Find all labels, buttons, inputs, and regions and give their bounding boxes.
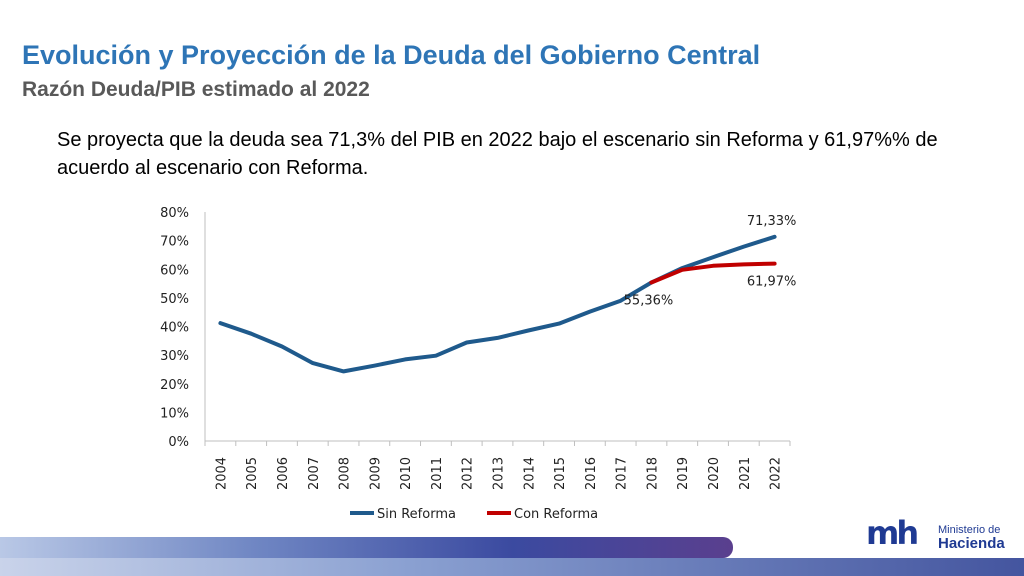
ministerio-hacienda-logo: mh Ministerio de Hacienda: [866, 512, 1006, 554]
x-tick-label: 2012: [461, 457, 476, 490]
series-line-con-reforma: [649, 261, 777, 285]
x-tick-label: 2004: [214, 457, 229, 490]
x-tick-label: 2014: [522, 457, 537, 490]
x-tick-label: 2006: [276, 457, 291, 490]
x-tick-label: 2008: [338, 457, 353, 490]
x-tick-label: 2009: [368, 457, 383, 490]
logo-text-line2: Hacienda: [938, 535, 1005, 552]
y-tick-label: 50%: [160, 292, 189, 307]
logo-text-line1: Ministerio de: [938, 524, 1001, 536]
x-tick-label: 2007: [307, 457, 322, 490]
x-tick-label: 2011: [430, 457, 445, 490]
x-tick-label: 2016: [584, 457, 599, 490]
x-tick-label: 2017: [615, 457, 630, 490]
slide-title: Evolución y Proyección de la Deuda del G…: [22, 40, 761, 70]
x-tick-label: 2022: [769, 457, 784, 490]
slide-body-text: Se proyecta que la deuda sea 71,3% del P…: [57, 129, 938, 179]
x-tick-label: 2015: [553, 457, 568, 490]
x-tick-label: 2021: [738, 457, 753, 490]
y-tick-label: 20%: [160, 378, 189, 393]
x-tick-label: 2020: [707, 457, 722, 490]
logo-mark: mh: [866, 514, 919, 552]
y-tick-label: 40%: [160, 321, 189, 336]
y-tick-label: 70%: [160, 235, 189, 250]
data-label: 61,97%: [747, 275, 797, 290]
series-line-sin-reforma: [218, 234, 777, 374]
footer-band: [0, 537, 733, 558]
data-label: 71,33%: [747, 214, 797, 229]
footer-strip: [0, 558, 1024, 576]
x-tick-label: 2019: [676, 457, 691, 490]
y-tick-label: 10%: [160, 406, 189, 421]
legend-label: Con Reforma: [514, 507, 598, 522]
legend-label: Sin Reforma: [377, 507, 456, 522]
slide-subtitle: Razón Deuda/PIB estimado al 2022: [22, 78, 370, 101]
y-tick-label: 30%: [160, 349, 189, 364]
x-tick-label: 2013: [492, 457, 507, 490]
data-label: 55,36%: [624, 294, 674, 309]
y-tick-label: 80%: [160, 206, 189, 221]
x-tick-label: 2010: [399, 457, 414, 490]
x-tick-label: 2018: [645, 457, 660, 490]
x-tick-label: 2005: [245, 457, 260, 490]
y-tick-label: 60%: [160, 263, 189, 278]
y-tick-label: 0%: [168, 435, 189, 450]
